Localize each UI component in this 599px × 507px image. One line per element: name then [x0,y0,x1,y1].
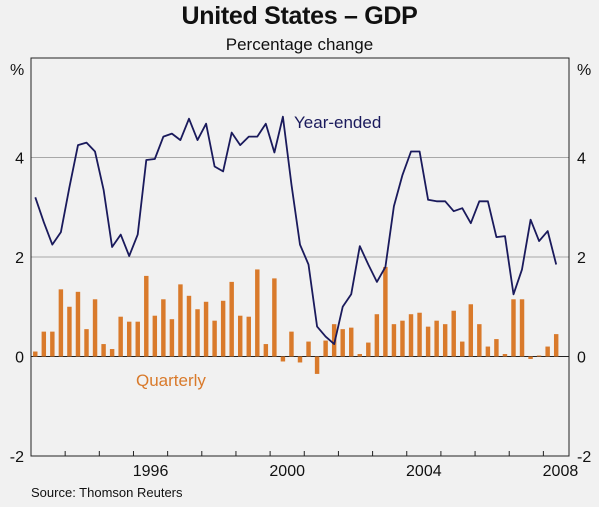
source-note: Source: Thomson Reuters [31,485,183,500]
y-tick-label-right: 0 [577,350,586,367]
y-tick-label-left: 0 [15,350,24,367]
quarterly-bar [169,319,175,357]
x-tick-label: 2004 [406,463,442,480]
quarterly-bar [58,289,64,357]
year-ended-line [34,115,558,346]
quarterly-bar [92,299,98,357]
quarterly-bar [425,326,431,357]
chart-title: United States – GDP [181,2,418,30]
quarterly-bar [178,284,183,357]
quarterly-bar [255,269,260,357]
y-unit-right: % [577,62,591,79]
plot-frame [30,57,570,457]
y-tick-label-right: -2 [577,449,591,466]
quarterly-bar [84,329,89,357]
x-tick-label: 2000 [269,463,305,480]
quarterly-bar [519,299,525,357]
year-ended-line-layer [34,115,558,346]
quarterly-bar [203,301,209,357]
quarterly-bar [374,314,380,357]
quarterly-bar [212,320,217,357]
quarterly-bar [391,324,397,357]
quarterly-bar [75,291,81,357]
quarterly-bar [357,354,362,357]
quarterly-bar [408,314,414,357]
quarterly-bar [238,315,243,357]
quarterly-bar [126,321,132,357]
quarterly-bar [144,275,149,357]
series-label-year-ended: Year-ended [294,113,381,132]
quarterly-bar [50,331,55,357]
quarterly-bar [553,334,559,357]
chart-subtitle: Percentage change [225,35,374,54]
quarterly-bar [528,356,533,359]
quarterly-bar [67,306,72,357]
quarterly-bar [33,351,38,357]
quarterly-bar [161,299,166,357]
quarterly-bar [246,316,251,357]
quarterly-bar [349,327,354,357]
x-tick-label: 2008 [543,463,579,480]
gridlines [31,157,569,357]
quarterly-bar [494,339,499,357]
quarterly-bar [306,341,311,357]
y-tick-label-left: 4 [15,151,24,168]
quarterly-bar [101,344,106,357]
quarterly-bars [33,266,559,374]
quarterly-bar [186,295,192,357]
quarterly-bar [289,331,294,357]
y-tick-label-right: 2 [577,250,586,267]
quarterly-bar [383,266,388,357]
quarterly-bar [536,355,542,357]
quarterly-bar [41,331,47,357]
quarterly-bar [545,346,550,357]
series-label-quarterly: Quarterly [136,371,206,390]
quarterly-bar [468,304,474,357]
quarterly-bar [135,321,140,357]
quarterly-bar [502,354,508,357]
quarterly-bar [220,300,226,357]
quarterly-bar [434,320,439,357]
x-tick-label: 1996 [133,463,169,480]
y-tick-label-right: 4 [577,151,586,168]
quarterly-bar [451,310,456,357]
y-tick-label-left: 2 [15,250,24,267]
quarterly-bar [314,356,320,374]
quarterly-bar [229,281,234,357]
quarterly-bar [366,342,371,357]
quarterly-bar [152,315,158,357]
quarterly-bar [323,340,328,357]
quarterly-bar [109,349,115,357]
y-tick-label-left: -2 [10,449,24,466]
quarterly-bar [340,329,345,357]
quarterly-bar [195,309,200,357]
y-unit-left: % [10,62,24,79]
quarterly-bar [511,299,516,357]
quarterly-bar [417,312,422,357]
quarterly-bar [460,341,465,357]
quarterly-bar [297,356,303,363]
quarterly-bar [272,278,277,357]
quarterly-bar [118,316,123,357]
quarterly-bar [280,356,286,362]
quarterly-bar [400,320,405,357]
quarterly-bar [485,346,491,357]
quarterly-bar [442,324,448,357]
axis-ticks: -2 -2 0 0 2 2 4 4 1996 2000 2004 2008 [10,151,592,481]
quarterly-bar [477,324,482,357]
quarterly-bar [263,344,269,357]
